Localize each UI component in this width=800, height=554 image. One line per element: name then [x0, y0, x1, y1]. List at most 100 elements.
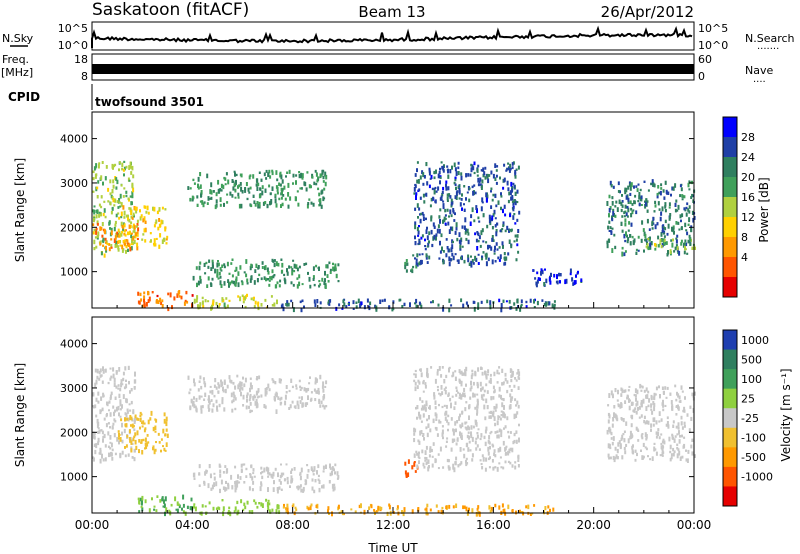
heatmap-cell-power-9	[461, 193, 463, 197]
heatmap-cell-power-11	[632, 209, 635, 212]
heatmap-cell-power-9	[439, 250, 442, 254]
heatmap-cell-velocity-1	[152, 426, 155, 432]
heatmap-cell-power-4	[271, 171, 274, 176]
heatmap-cell-power-9	[442, 259, 445, 265]
heatmap-cell-velocity-1	[165, 416, 168, 422]
heatmap-cell-power-11	[635, 248, 638, 252]
heatmap-cell-power-4	[271, 186, 274, 191]
heatmap-cell-power-9	[473, 219, 476, 223]
heatmap-cell-velocity-8	[501, 397, 503, 401]
heatmap-cell-power-4	[282, 194, 285, 197]
heatmap-cell-power-0	[103, 208, 106, 213]
heatmap-cell-power-0	[100, 212, 102, 217]
heatmap-cell-power-7	[460, 298, 463, 303]
heatmap-cell-velocity-9	[667, 424, 670, 429]
heatmap-cell-power-7	[369, 301, 372, 306]
heatmap-cell-velocity-8	[444, 412, 447, 416]
heatmap-cell-power-9	[416, 253, 419, 258]
heatmap-cell-velocity-9	[640, 402, 643, 406]
heatmap-cell-power-0	[92, 190, 95, 193]
heatmap-cell-power-4	[256, 178, 259, 184]
heatmap-cell-power-4	[253, 200, 256, 204]
heatmap-cell-power-4	[255, 183, 258, 187]
heatmap-cell-power-12	[657, 244, 660, 248]
heatmap-cell-power-9	[451, 226, 454, 232]
heatmap-cell-velocity-4	[280, 472, 283, 478]
heatmap-cell-power-5	[235, 278, 238, 284]
heatmap-cell-power-9	[502, 244, 504, 249]
heatmap-cell-velocity-9	[626, 396, 629, 400]
heatmap-cell-velocity-3	[189, 406, 192, 411]
heatmap-cell-power-11	[612, 185, 615, 189]
heatmap-cell-power-9	[516, 218, 519, 222]
heatmap-cell-power-9	[481, 228, 484, 233]
heatmap-cell-velocity-9	[631, 401, 634, 406]
heatmap-cell-power-9	[514, 222, 517, 225]
heatmap-cell-power-2	[127, 217, 129, 220]
heatmap-cell-power-4	[324, 171, 327, 177]
heatmap-cell-velocity-3	[291, 385, 294, 389]
heatmap-cell-power-5	[234, 282, 237, 287]
heatmap-cell-velocity-8	[465, 383, 467, 387]
heatmap-cell-velocity-6	[350, 508, 353, 511]
heatmap-cell-power-5	[257, 265, 260, 269]
heatmap-cell-power-5	[291, 268, 294, 271]
heatmap-cell-velocity-3	[252, 395, 255, 401]
heatmap-cell-velocity-8	[447, 414, 450, 418]
heatmap-cell-power-9	[426, 226, 428, 230]
heatmap-cell-velocity-1	[163, 412, 166, 417]
heatmap-cell-power-4	[226, 201, 229, 204]
heatmap-cell-velocity-6	[310, 503, 313, 507]
heatmap-cell-velocity-8	[441, 429, 444, 435]
heatmap-cell-power-7	[520, 303, 523, 307]
heatmap-cell-velocity-4	[273, 480, 275, 485]
heatmap-cell-velocity-3	[207, 395, 210, 399]
heatmap-cell-velocity-6	[380, 506, 383, 510]
heatmap-cell-velocity-8	[513, 384, 516, 388]
heatmap-cell-power-9	[495, 181, 498, 185]
heatmap-cell-velocity-8	[471, 458, 474, 462]
heatmap-cell-power-4	[264, 201, 267, 205]
heatmap-cell-power-1	[106, 242, 109, 246]
heatmap-cell-velocity-3	[309, 398, 312, 402]
heatmap-cell-power-9	[459, 244, 462, 250]
heatmap-cell-power-2	[158, 224, 161, 228]
heatmap-cell-power-9	[451, 165, 453, 170]
heatmap-cell-velocity-8	[418, 456, 421, 459]
heatmap-cell-velocity-3	[291, 400, 294, 404]
heatmap-cell-power-11	[690, 228, 693, 232]
heatmap-cell-power-9	[517, 165, 520, 170]
heatmap-cell-power-9	[415, 192, 418, 196]
heatmap-cell-power-9	[416, 262, 419, 267]
heatmap-cell-velocity-9	[661, 452, 664, 456]
heatmap-cell-velocity-3	[213, 394, 216, 398]
heatmap-cell-velocity-3	[288, 389, 291, 393]
heatmap-cell-velocity-8	[447, 422, 450, 426]
heatmap-cell-velocity-8	[457, 391, 460, 394]
heatmap-cell-power-11	[625, 231, 627, 237]
heatmap-cell-velocity-5	[240, 499, 243, 504]
heatmap-cell-velocity-1	[126, 417, 129, 420]
heatmap-cell-velocity-8	[434, 378, 437, 384]
heatmap-cell-power-4	[287, 192, 290, 197]
heatmap-cell-velocity-8	[425, 457, 428, 461]
heatmap-cell-power-1	[92, 231, 95, 235]
heatmap-cell-power-9	[416, 203, 419, 208]
heatmap-cell-velocity-8	[471, 369, 474, 373]
heatmap-cell-power-9	[416, 226, 419, 232]
heatmap-cell-power-10	[548, 277, 551, 282]
heatmap-cell-velocity-9	[635, 397, 637, 402]
heatmap-cell-power-4	[284, 197, 287, 201]
heatmap-cell-velocity-1	[153, 449, 156, 455]
heatmap-cell-power-9	[513, 185, 516, 189]
heatmap-cell-velocity-8	[458, 392, 461, 397]
heatmap-cell-velocity-4	[299, 484, 302, 488]
heatmap-cell-velocity-8	[458, 416, 461, 421]
heatmap-cell-velocity-8	[450, 417, 453, 421]
heatmap-cell-power-4	[234, 188, 237, 193]
heatmap-cell-power-7	[292, 307, 295, 313]
heatmap-cell-velocity-4	[333, 483, 336, 487]
heatmap-cell-velocity-1	[138, 449, 140, 454]
heatmap-cell-velocity-8	[507, 460, 510, 463]
